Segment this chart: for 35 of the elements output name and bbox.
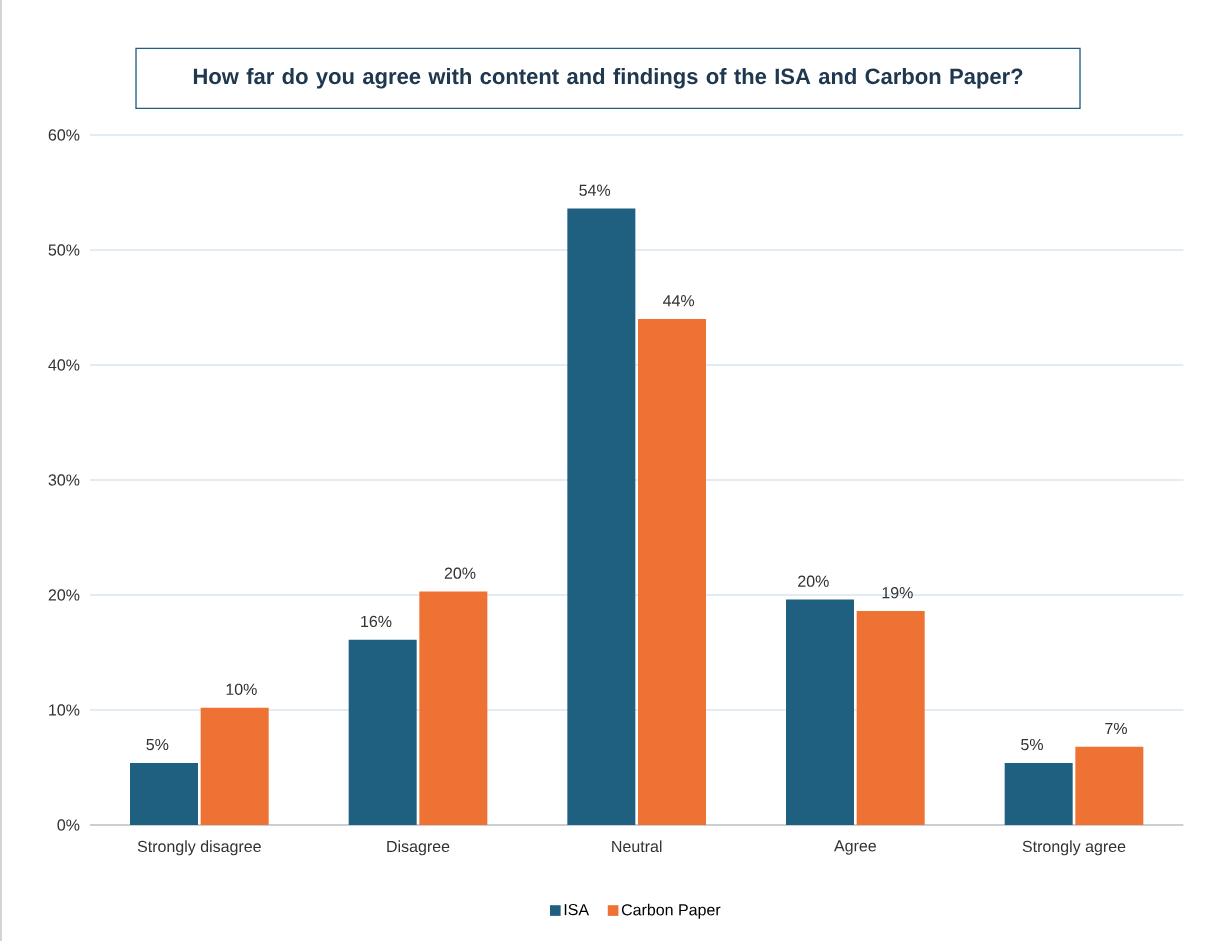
- y-tick-label: 40%: [48, 359, 80, 371]
- bar: [348, 639, 417, 825]
- data-label: 5%: [1021, 738, 1043, 751]
- y-tick-label: 10%: [49, 704, 80, 716]
- data-label: 16%: [361, 615, 392, 628]
- bar: [1075, 746, 1144, 825]
- x-tick-label: Strongly disagree: [137, 840, 261, 856]
- bar: [567, 208, 636, 825]
- y-tick-label: 0%: [57, 819, 80, 831]
- x-tick-label: Disagree: [387, 840, 450, 856]
- data-label: 20%: [444, 567, 476, 579]
- y-tick-label: 20%: [48, 589, 80, 601]
- data-label: 7%: [1105, 722, 1127, 735]
- bar: [200, 707, 269, 825]
- bar: [1004, 762, 1073, 825]
- bar: [638, 318, 707, 825]
- data-label: 10%: [226, 683, 257, 695]
- bar: [856, 611, 925, 825]
- bar: [419, 591, 488, 825]
- bar: [130, 762, 199, 825]
- legend-label: Carbon Paper: [621, 903, 721, 919]
- data-label: 44%: [663, 295, 695, 307]
- legend-label: ISA: [564, 903, 590, 916]
- data-label: 5%: [146, 738, 169, 751]
- bar: [786, 599, 855, 825]
- x-tick-label: Neutral: [612, 840, 662, 853]
- x-tick-label: Strongly agree: [1022, 840, 1126, 856]
- y-tick-label: 50%: [48, 244, 80, 256]
- y-tick-label: 30%: [48, 474, 80, 486]
- chart-title: How far do you agree with content and findings of the ISA and Carbon Paper?: [193, 68, 1023, 89]
- data-label: 54%: [579, 184, 611, 196]
- x-tick-label: Agree: [834, 840, 876, 855]
- data-label: 20%: [798, 575, 829, 587]
- data-label: 19%: [882, 587, 913, 599]
- y-tick-label: 60%: [48, 129, 80, 141]
